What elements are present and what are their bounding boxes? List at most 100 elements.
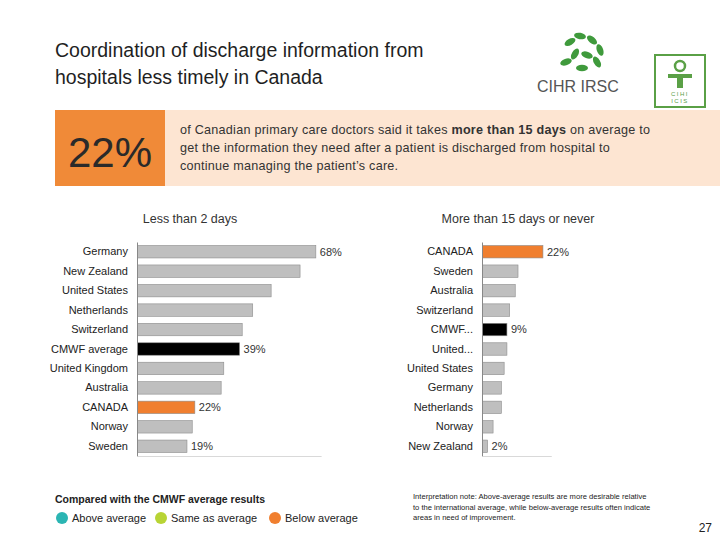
chart-title: Less than 2 days bbox=[143, 212, 238, 226]
bars bbox=[482, 246, 543, 453]
bar bbox=[482, 246, 543, 258]
y-axis-line bbox=[137, 243, 138, 457]
data-label: 68% bbox=[320, 246, 342, 258]
y-tick-label: CANADA bbox=[427, 245, 474, 257]
y-tick: United... bbox=[432, 343, 473, 355]
y-axis: CANADA Sweden Australia Switzerland CMWF... U… bbox=[407, 243, 483, 457]
y-tick: Norway bbox=[91, 420, 129, 432]
y-tick-label: United... bbox=[432, 343, 473, 355]
data-label: 39% bbox=[244, 343, 266, 355]
bar bbox=[482, 362, 504, 374]
y-tick: United States bbox=[62, 284, 129, 296]
bar bbox=[137, 440, 187, 452]
note: areas in need of improvement. bbox=[413, 513, 516, 522]
y-axis: Germany New Zealand United States Netherlan… bbox=[50, 243, 138, 457]
y-tick: Australia bbox=[430, 284, 474, 296]
y-tick-label: Switzerland bbox=[416, 304, 473, 316]
callout-background bbox=[165, 110, 720, 186]
y-tick: Netherlands bbox=[69, 304, 129, 316]
leaf bbox=[585, 34, 598, 47]
bar bbox=[137, 362, 224, 374]
x-axis-line bbox=[483, 456, 552, 457]
cihi-logo-dot bbox=[675, 61, 685, 71]
data-labels: 22%9%2% bbox=[492, 246, 570, 453]
y-tick-label: Netherlands bbox=[69, 304, 129, 316]
legend-swatch bbox=[269, 512, 281, 524]
y-tick: Australia bbox=[85, 381, 129, 393]
legend-item: Same as average bbox=[155, 512, 257, 524]
y-tick-label: New Zealand bbox=[408, 440, 473, 452]
y-tick-label: Sweden bbox=[88, 440, 128, 452]
bar bbox=[482, 382, 501, 394]
y-tick-label: Switzerland bbox=[71, 323, 128, 335]
bar bbox=[137, 246, 316, 258]
y-tick-label: Netherlands bbox=[414, 401, 474, 413]
y-tick-label: United States bbox=[407, 362, 474, 374]
x-axis bbox=[483, 456, 552, 457]
bar bbox=[137, 343, 240, 355]
callout-text-part: of Canadian primary care doctors said it… bbox=[180, 123, 451, 137]
chart: More than 15 days or never CANADA Sweden Au… bbox=[407, 212, 594, 457]
legend-label: Below average bbox=[285, 512, 358, 524]
cihi-logo: CIHIICIS bbox=[655, 55, 705, 107]
data-label: 9% bbox=[511, 323, 527, 335]
y-axis-line bbox=[482, 243, 483, 457]
chart: Less than 2 days Germany New Zealand United… bbox=[50, 212, 342, 457]
y-tick-label: Australia bbox=[430, 284, 474, 296]
y-tick: Germany bbox=[428, 381, 474, 393]
leaf bbox=[580, 50, 593, 60]
bar bbox=[137, 401, 195, 413]
bar bbox=[482, 421, 493, 433]
y-tick: Sweden bbox=[433, 265, 473, 277]
y-tick-label: Norway bbox=[91, 420, 129, 432]
y-tick-label: CMWF... bbox=[431, 323, 473, 335]
y-tick: Netherlands bbox=[414, 401, 474, 413]
callout-figure: 22% bbox=[68, 129, 152, 176]
y-tick: CMWF... bbox=[431, 323, 473, 335]
cihr-logo-mark bbox=[559, 32, 605, 71]
leaf bbox=[569, 47, 581, 61]
x-axis bbox=[138, 456, 322, 457]
legend-swatch bbox=[56, 512, 68, 524]
leaf bbox=[576, 65, 588, 71]
y-tick: United Kingdom bbox=[50, 362, 128, 374]
note: to the international average, while belo… bbox=[413, 503, 650, 512]
leaf bbox=[574, 32, 587, 40]
y-tick-label: CMWF average bbox=[51, 343, 128, 355]
y-tick: Norway bbox=[436, 420, 474, 432]
bar bbox=[482, 323, 507, 335]
bar bbox=[137, 421, 192, 433]
title: Coordination of discharge information fr… bbox=[55, 39, 424, 61]
y-tick: Switzerland bbox=[71, 323, 128, 335]
cihr-logo-text: CIHR IRSC bbox=[537, 78, 619, 95]
bar bbox=[482, 265, 518, 277]
cihi-logo-stem bbox=[677, 74, 683, 88]
y-tick-label: Norway bbox=[436, 420, 474, 432]
legend-swatch bbox=[155, 512, 167, 524]
legend-label: Same as average bbox=[171, 512, 257, 524]
chart-title: More than 15 days or never bbox=[442, 212, 595, 226]
y-tick: Germany bbox=[83, 245, 129, 257]
data-label: 22% bbox=[547, 246, 569, 258]
title: hospitals less timely in Canada bbox=[55, 66, 323, 88]
bar bbox=[482, 284, 515, 296]
y-tick: New Zealand bbox=[63, 265, 128, 277]
note: Interpretation note: Above-average resul… bbox=[413, 492, 646, 501]
y-tick: Sweden bbox=[88, 440, 128, 452]
bar bbox=[482, 304, 510, 316]
leaf bbox=[591, 55, 603, 69]
y-tick-label: Germany bbox=[83, 245, 129, 257]
y-tick: United States bbox=[407, 362, 474, 374]
y-tick-label: Germany bbox=[428, 381, 474, 393]
x-axis-line bbox=[138, 456, 322, 457]
y-tick-label: Sweden bbox=[433, 265, 473, 277]
y-tick: CANADA bbox=[82, 401, 129, 413]
data-labels: 68%39%22%19% bbox=[191, 246, 342, 453]
callout-text-bold: more than 15 days bbox=[451, 123, 566, 137]
legend-title: Compared with the CMWF average results bbox=[55, 493, 265, 505]
bars bbox=[137, 246, 316, 453]
bar bbox=[137, 323, 242, 335]
y-tick-label: United Kingdom bbox=[50, 362, 128, 374]
bar bbox=[137, 284, 271, 296]
data-label: 22% bbox=[199, 401, 221, 413]
